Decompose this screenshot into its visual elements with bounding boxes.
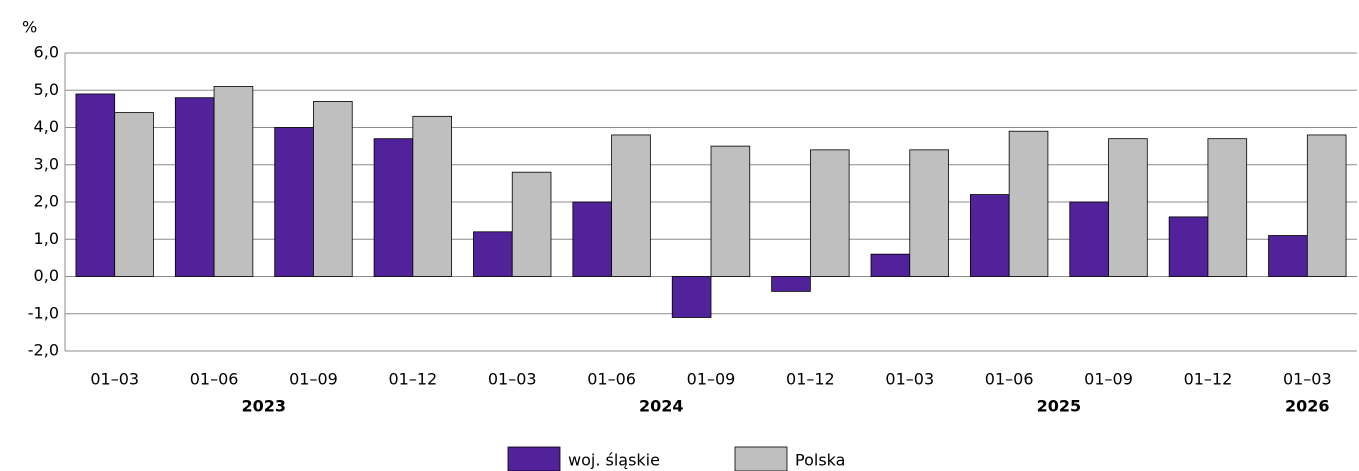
- group-label: 2023: [242, 397, 287, 416]
- y-tick-label: 4,0: [34, 117, 59, 136]
- bar: [1207, 138, 1248, 277]
- x-tick-label: 01–03: [1283, 370, 1332, 389]
- legend-label: Polska: [795, 451, 845, 470]
- bar: [572, 201, 613, 277]
- x-tick-label: 01–06: [587, 370, 636, 389]
- x-tick-label: 01–09: [687, 370, 736, 389]
- bar: [909, 149, 949, 277]
- bar: [511, 171, 552, 277]
- bar: [274, 127, 314, 277]
- legend-swatch: [507, 446, 561, 471]
- bar: [1168, 216, 1209, 277]
- bar: [1306, 134, 1347, 277]
- bar: [969, 194, 1010, 277]
- y-tick-label: 2,0: [34, 192, 59, 211]
- bar: [213, 86, 254, 277]
- bar: [809, 149, 850, 277]
- bar: [1268, 235, 1308, 277]
- x-tick-label: 01–12: [388, 370, 437, 389]
- y-axis-label: %: [22, 18, 37, 37]
- bar: [174, 97, 215, 277]
- bar: [412, 115, 453, 277]
- bar: [1008, 130, 1049, 277]
- group-label: 2024: [639, 397, 684, 416]
- y-tick-label: 6,0: [34, 43, 59, 62]
- group-label: 2026: [1285, 397, 1330, 416]
- group-label: 2025: [1037, 397, 1082, 416]
- x-tick-label: 01–03: [488, 370, 537, 389]
- bar: [1108, 138, 1148, 277]
- bar: [671, 276, 712, 318]
- y-tick-label: 0,0: [34, 266, 59, 285]
- x-tick-label: 01–03: [90, 370, 139, 389]
- y-tick-label: 5,0: [34, 80, 59, 99]
- bar: [373, 138, 414, 277]
- x-tick-label: 01–12: [1184, 370, 1233, 389]
- bar: [771, 276, 811, 292]
- bar: [313, 101, 353, 277]
- y-tick-label: 1,0: [34, 229, 59, 248]
- bar: [870, 253, 911, 277]
- bar: [710, 145, 751, 277]
- x-tick-label: 01–12: [786, 370, 835, 389]
- x-tick-label: 01–03: [885, 370, 934, 389]
- legend-swatch: [734, 446, 788, 471]
- x-tick-label: 01–06: [190, 370, 239, 389]
- x-tick-label: 01–09: [1084, 370, 1133, 389]
- y-tick-label: -2,0: [28, 341, 59, 360]
- bar: [473, 231, 513, 277]
- y-tick-label: -1,0: [28, 303, 59, 322]
- bar: [1069, 201, 1109, 277]
- bar: [611, 134, 651, 277]
- bar: [75, 93, 116, 277]
- x-tick-label: 01–06: [985, 370, 1034, 389]
- y-tick-label: 3,0: [34, 154, 59, 173]
- x-tick-label: 01–09: [289, 370, 338, 389]
- legend-label: woj. śląskie: [568, 451, 660, 470]
- bar: [114, 112, 154, 277]
